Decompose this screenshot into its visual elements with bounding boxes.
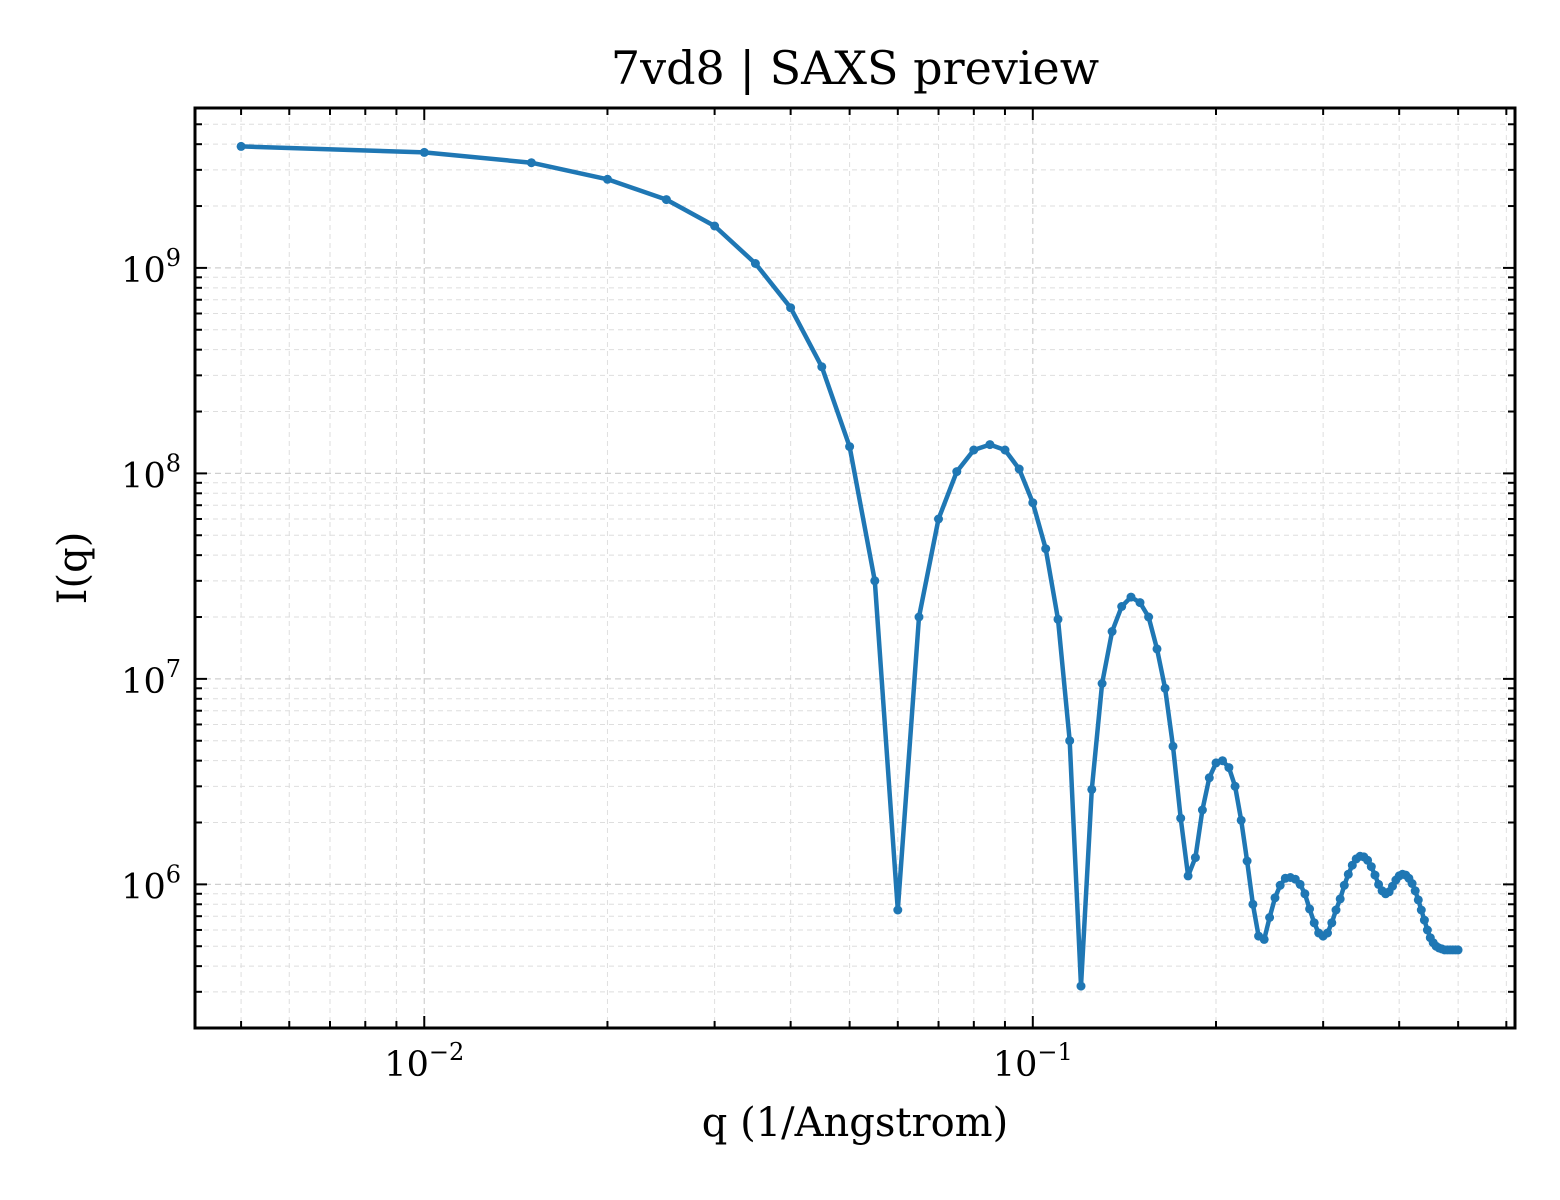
data-point (1230, 781, 1240, 791)
data-point (1224, 763, 1234, 773)
data-point (1259, 934, 1269, 944)
data-point (1197, 805, 1207, 815)
data-point (1076, 981, 1086, 991)
data-point (1419, 915, 1429, 925)
data-point (934, 514, 943, 524)
chart-title: 7vd8 | SAXS preview (611, 41, 1099, 95)
data-point (1144, 612, 1154, 622)
data-point (1204, 773, 1214, 783)
data-point (1295, 879, 1305, 889)
plot-background (195, 108, 1515, 1028)
data-point (1107, 627, 1117, 636)
data-point (893, 905, 903, 915)
data-point (845, 442, 855, 452)
y-tick-label: 106 (121, 860, 181, 907)
data-point (1168, 741, 1178, 751)
data-point (1323, 928, 1332, 938)
tick-labels: 10−2 10−1 106 107 108 109 (121, 244, 1073, 1085)
data-point (1135, 598, 1145, 608)
data-point (1248, 899, 1258, 909)
data-point (786, 303, 796, 313)
data-point (1453, 945, 1463, 955)
data-point (1236, 815, 1246, 825)
data-point (1331, 905, 1341, 915)
data-point (1335, 894, 1345, 904)
data-point (1305, 904, 1315, 914)
data-point (1343, 869, 1353, 879)
data-point (1117, 602, 1127, 611)
data-point (1410, 886, 1420, 896)
data-point (985, 440, 995, 450)
data-point (1309, 918, 1319, 928)
x-tick-label: 10−1 (993, 1038, 1073, 1085)
data-point (1000, 445, 1010, 455)
data-point (952, 467, 962, 477)
y-tick-label: 109 (121, 244, 181, 291)
data-point (603, 174, 612, 184)
data-point (236, 141, 246, 151)
data-point (1407, 879, 1417, 888)
data-point (969, 445, 979, 455)
data-point (1370, 870, 1380, 880)
data-point (1176, 813, 1186, 823)
data-point (1065, 736, 1075, 746)
data-point (1097, 679, 1107, 688)
y-tick-label: 108 (121, 449, 181, 496)
x-axis-label: q (1/Angstrom) (702, 1100, 1008, 1146)
data-point (1014, 464, 1024, 474)
data-point (1327, 918, 1337, 928)
data-point (526, 158, 536, 168)
data-point (870, 576, 880, 586)
x-tick-label: 10−2 (384, 1038, 464, 1085)
y-axis-label: I(q) (50, 532, 96, 605)
data-point (1152, 644, 1162, 654)
data-point (710, 221, 720, 231)
data-point (1126, 592, 1136, 602)
data-point (914, 612, 924, 622)
data-point (1242, 856, 1252, 866)
data-point (1413, 895, 1423, 905)
data-point (661, 195, 671, 205)
data-point (1041, 544, 1051, 554)
data-point (1028, 498, 1038, 508)
data-point (1275, 880, 1285, 890)
series-group (236, 141, 1463, 991)
data-point (1422, 925, 1432, 935)
data-point (750, 259, 760, 268)
data-point (1160, 683, 1170, 693)
data-point (1183, 871, 1193, 881)
data-point (817, 362, 827, 372)
data-point (1300, 889, 1310, 899)
data-point (1366, 862, 1376, 872)
data-point (1218, 756, 1227, 766)
data-point (1270, 893, 1280, 903)
data-point (1265, 913, 1275, 922)
data-point (1087, 784, 1097, 794)
data-point (1339, 880, 1349, 890)
data-point (1416, 905, 1426, 915)
data-point (419, 147, 429, 157)
data-point (1190, 853, 1200, 863)
y-tick-label: 107 (121, 655, 181, 702)
data-point (1053, 614, 1063, 624)
plot-frame (193, 106, 1517, 1030)
